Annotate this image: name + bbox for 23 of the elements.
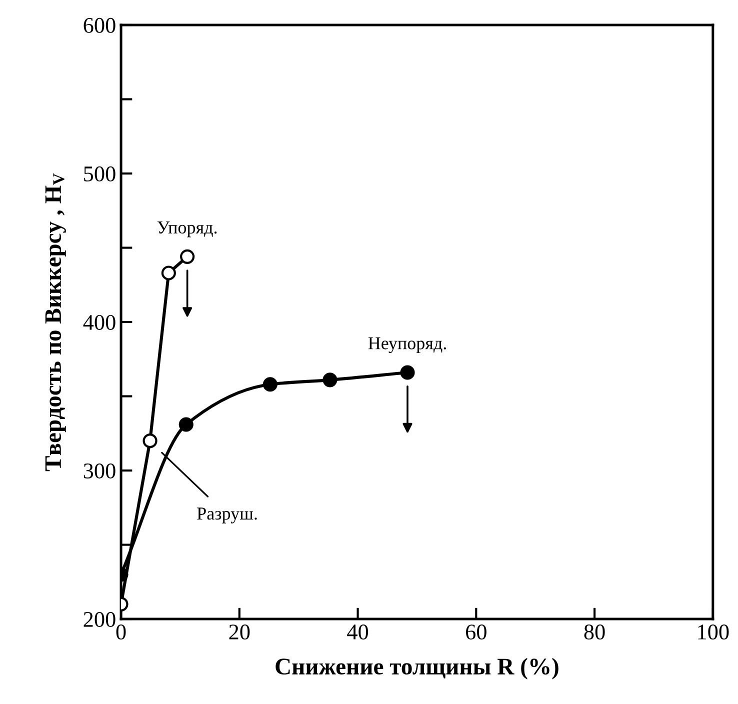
y-tick-label: 300 (84, 463, 116, 478)
x-tick-label: 40 (347, 624, 368, 640)
y-tick-label: 400 (83, 314, 116, 330)
x-tick-label: 0 (116, 624, 126, 640)
point (161, 266, 176, 280)
point (400, 365, 415, 380)
y-axis-title: Твердость по Виккерсу , H$_{V}$ (45, 173, 66, 472)
y-tick-label: 200 (84, 612, 116, 627)
point (322, 372, 338, 388)
annotation: Разруш. (197, 508, 257, 524)
y-tick-label: 500 (84, 166, 116, 182)
x-tick-label: 100 (698, 624, 729, 640)
x-tick-label: 80 (584, 624, 605, 640)
x-tick-label: 20 (229, 624, 250, 640)
x-axis-title: Снижение толщины R (%) (276, 658, 558, 680)
point (262, 377, 278, 392)
annotation: Неупоряд. (368, 337, 446, 354)
y-tick-label: 600 (84, 18, 116, 33)
x-tick-label: 60 (466, 624, 486, 640)
point (178, 417, 194, 432)
point (180, 249, 195, 264)
annotation: Упоряд. (157, 222, 217, 238)
point (142, 434, 158, 448)
